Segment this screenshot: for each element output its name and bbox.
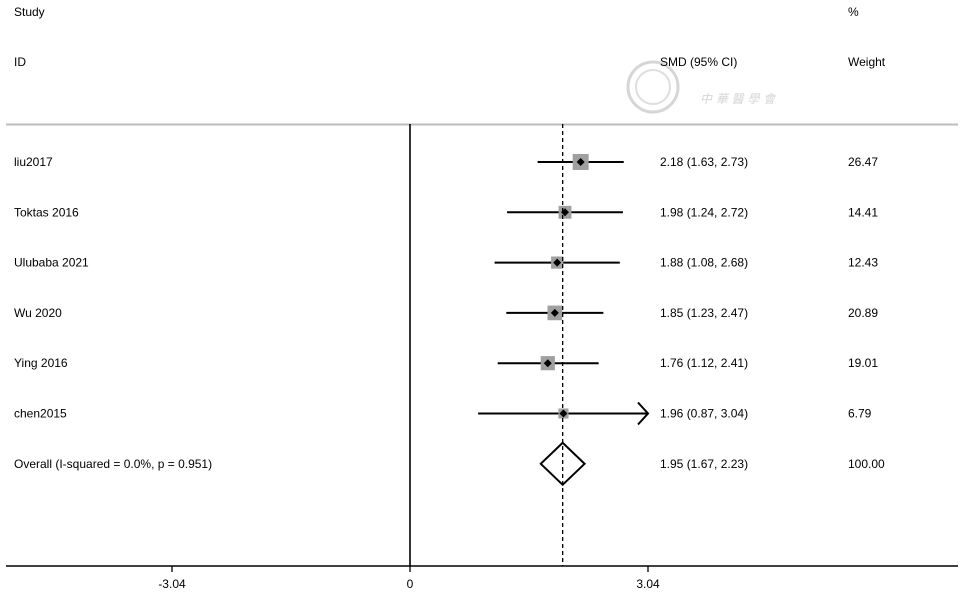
weight-label: 26.47 — [848, 155, 878, 169]
study-row: Ying 2016 1.76 (1.12, 2.41) 19.01 — [14, 356, 878, 371]
watermark-text: 中 華 醫 學 會 — [700, 92, 777, 106]
x-tick-label: -3.04 — [158, 577, 186, 591]
overall-weight-label: 100.00 — [848, 457, 885, 471]
header-percent: % — [848, 5, 859, 19]
overall-label: Overall (I-squared = 0.0%, p = 0.951) — [14, 457, 212, 471]
point-estimate — [550, 308, 559, 317]
weight-label: 20.89 — [848, 306, 878, 320]
overall-effect-label: 1.95 (1.67, 2.23) — [660, 457, 748, 471]
effect-label: 1.96 (0.87, 3.04) — [660, 407, 748, 421]
study-row: liu2017 2.18 (1.63, 2.73) 26.47 — [14, 154, 878, 170]
point-estimate — [553, 258, 562, 267]
effect-label: 1.88 (1.08, 2.68) — [660, 256, 748, 270]
header-study: Study — [14, 5, 45, 19]
header-id: ID — [14, 55, 26, 69]
point-estimate — [543, 359, 552, 368]
x-tick-label: 0 — [407, 577, 414, 591]
study-rows: liu2017 2.18 (1.63, 2.73) 26.47 Toktas 2016… — [14, 154, 885, 487]
weight-label: 14.41 — [848, 205, 878, 219]
header-effect: SMD (95% CI) — [660, 55, 737, 69]
study-label: Toktas 2016 — [14, 205, 79, 219]
study-row: chen2015 1.96 (0.87, 3.04) 6.79 — [14, 401, 872, 426]
study-label: chen2015 — [14, 407, 67, 421]
x-tick-label: 3.04 — [636, 577, 660, 591]
weight-label: 19.01 — [848, 356, 878, 370]
study-row: Ulubaba 2021 1.88 (1.08, 2.68) 12.43 — [14, 256, 878, 270]
weight-label: 6.79 — [848, 407, 872, 421]
effect-label: 1.85 (1.23, 2.47) — [660, 306, 748, 320]
point-estimate — [559, 409, 568, 418]
study-row: Wu 2020 1.85 (1.23, 2.47) 20.89 — [14, 305, 878, 321]
study-label: Ulubaba 2021 — [14, 256, 89, 270]
effect-label: 1.76 (1.12, 2.41) — [660, 356, 748, 370]
study-label: liu2017 — [14, 155, 53, 169]
weight-label: 12.43 — [848, 256, 878, 270]
study-label: Wu 2020 — [14, 306, 62, 320]
watermark-logo: 中 華 醫 學 會 — [626, 60, 777, 114]
point-estimate — [576, 158, 585, 166]
study-row: Toktas 2016 1.98 (1.24, 2.72) 14.41 — [14, 205, 878, 219]
x-axis: -3.04 0 3.04 — [6, 124, 958, 591]
ci-arrow — [637, 401, 650, 426]
overall-row: Overall (I-squared = 0.0%, p = 0.951) 1.9… — [14, 441, 885, 487]
header-weight: Weight — [848, 55, 886, 69]
effect-label: 1.98 (1.24, 2.72) — [660, 205, 748, 219]
study-label: Ying 2016 — [14, 356, 68, 370]
effect-label: 2.18 (1.63, 2.73) — [660, 155, 748, 169]
